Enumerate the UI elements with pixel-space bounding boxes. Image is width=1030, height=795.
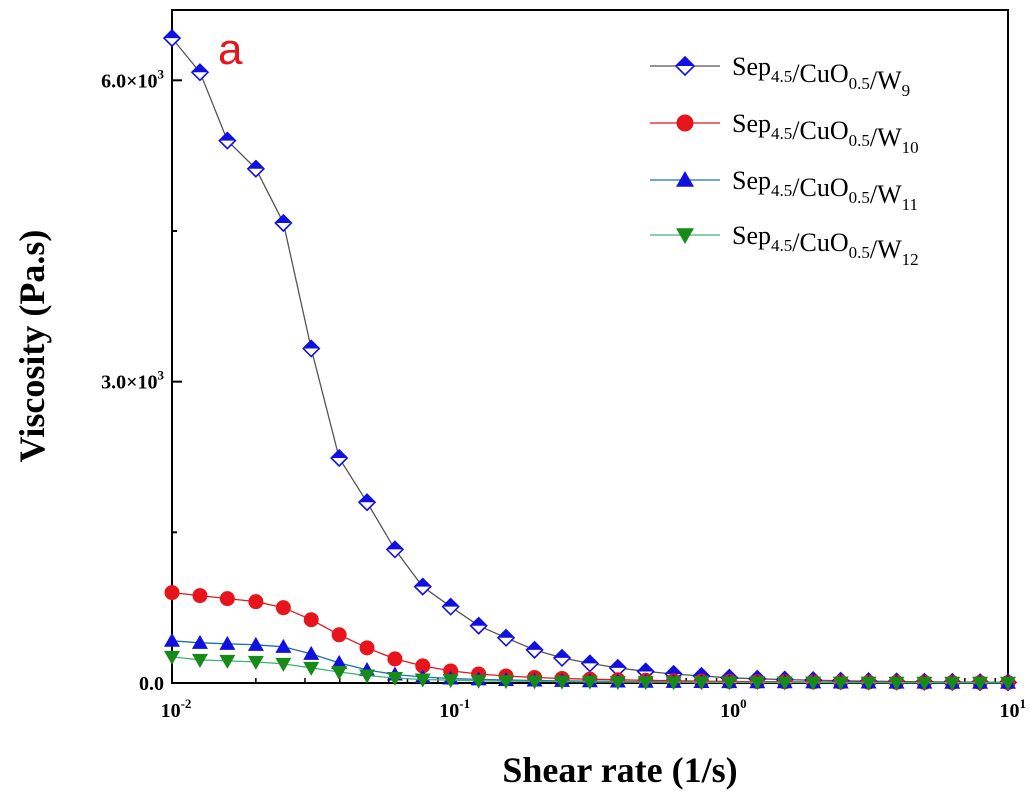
y-tick-label: 3.0×103 <box>101 368 164 394</box>
data-point <box>248 594 264 610</box>
data-point <box>888 676 905 691</box>
data-point <box>191 653 208 668</box>
data-point <box>192 588 208 604</box>
data-point <box>302 339 321 358</box>
y-axis-title: Viscosity (Pa.s) <box>12 230 52 463</box>
x-tick-label: 10-1 <box>439 696 470 722</box>
data-point <box>413 577 432 596</box>
data-point <box>191 634 208 649</box>
data-point <box>164 650 180 665</box>
data-point <box>164 632 180 647</box>
data-point <box>385 540 405 559</box>
data-point <box>1000 676 1016 691</box>
data-point <box>749 676 766 691</box>
data-point <box>860 676 877 691</box>
data-point <box>331 654 348 669</box>
data-point <box>247 655 264 670</box>
data-point <box>944 676 961 691</box>
data-point <box>552 648 572 668</box>
legend-entry: Sep4.5/CuO0.5/W11 <box>650 166 918 214</box>
data-point <box>580 654 600 673</box>
data-point <box>303 661 320 676</box>
data-point <box>303 612 319 628</box>
legend-label: Sep4.5/CuO0.5/W9 <box>732 52 910 100</box>
y-axis: 0.0 3.0×103 6.0×103 <box>101 66 182 695</box>
data-point <box>386 671 403 686</box>
data-point <box>359 669 376 684</box>
series-4 <box>164 650 1016 691</box>
data-point <box>916 676 933 691</box>
data-point <box>357 493 377 512</box>
legend-label: Sep4.5/CuO0.5/W10 <box>732 109 919 157</box>
data-point <box>275 657 292 672</box>
y-tick-label: 6.0×103 <box>101 66 164 92</box>
series-layer <box>162 28 1018 692</box>
data-point <box>441 597 460 616</box>
data-point <box>526 675 543 690</box>
legend-swatch-marker <box>676 114 694 132</box>
legend-entry: Sep4.5/CuO0.5/W10 <box>650 109 919 157</box>
data-point <box>776 676 793 691</box>
legend-entry: Sep4.5/CuO0.5/W9 <box>650 52 910 100</box>
x-tick-label: 10-2 <box>161 696 192 722</box>
legend-label: Sep4.5/CuO0.5/W11 <box>732 166 918 214</box>
data-point <box>414 673 431 688</box>
x-tick-label: 101 <box>1000 696 1027 722</box>
data-point <box>415 658 431 674</box>
data-point <box>693 676 710 691</box>
data-point <box>330 448 349 468</box>
data-point <box>470 674 487 689</box>
data-point <box>387 651 403 667</box>
panel-label: a <box>218 25 243 74</box>
data-point <box>164 585 180 601</box>
legend-swatch-marker <box>676 228 694 244</box>
data-point <box>275 638 292 653</box>
data-point <box>637 676 654 691</box>
legend-swatch-marker <box>676 171 694 187</box>
data-point <box>247 636 264 651</box>
data-point <box>275 600 291 616</box>
data-point <box>581 675 598 690</box>
data-point <box>721 676 738 691</box>
legend-entry: Sep4.5/CuO0.5/W12 <box>650 221 919 269</box>
data-point <box>832 676 849 691</box>
data-point <box>331 665 348 680</box>
data-point <box>525 640 544 659</box>
data-point <box>219 635 236 650</box>
x-axis-title: Shear rate (1/s) <box>502 750 737 790</box>
data-point <box>665 676 682 691</box>
data-point <box>498 675 515 690</box>
data-point <box>805 676 822 691</box>
legend: Sep4.5/CuO0.5/W9 Sep4.5/CuO0.5/W10 Sep4.5/… <box>650 52 919 269</box>
data-point <box>190 63 210 82</box>
data-point <box>331 627 347 643</box>
x-tick-label: 100 <box>720 696 747 722</box>
data-point <box>219 591 235 607</box>
data-point <box>219 654 236 669</box>
y-tick-label: 0.0 <box>139 673 164 695</box>
data-point <box>359 640 375 656</box>
legend-swatch-marker <box>674 55 696 77</box>
legend-label: Sep4.5/CuO0.5/W12 <box>732 221 919 269</box>
data-point <box>162 28 182 48</box>
data-point <box>303 645 320 660</box>
plot-frame <box>171 9 1009 684</box>
data-point <box>246 159 266 178</box>
data-point <box>274 213 293 233</box>
data-point <box>469 616 488 635</box>
data-point <box>609 675 626 690</box>
data-point <box>972 676 989 691</box>
data-point <box>218 131 237 150</box>
data-point <box>496 628 516 647</box>
data-point <box>554 675 571 690</box>
data-point <box>442 674 459 689</box>
